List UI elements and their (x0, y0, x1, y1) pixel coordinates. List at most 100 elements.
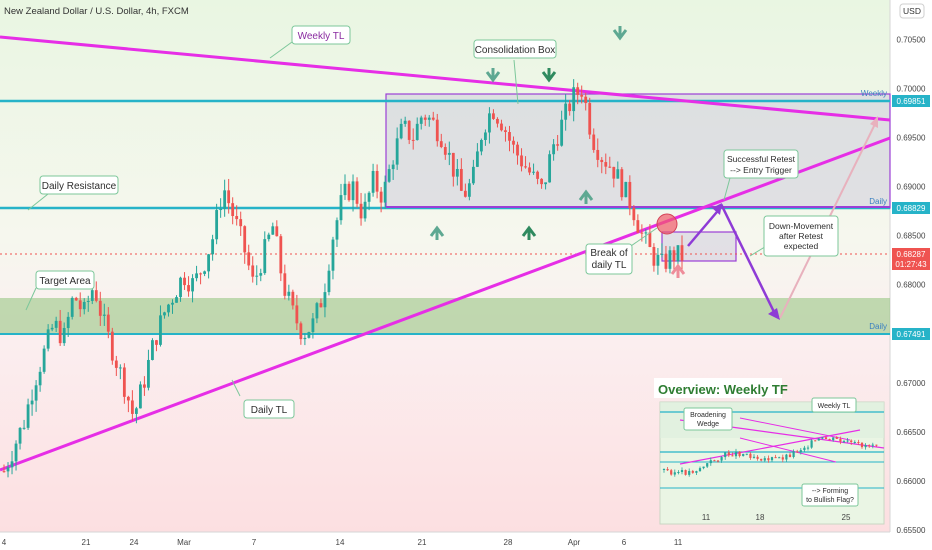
candle-body (496, 118, 499, 124)
inset-flag-1: --> Forming (812, 488, 848, 495)
candle-body (255, 275, 259, 277)
candle-body (379, 191, 383, 203)
callout-daily-tl: Daily TL (231, 379, 295, 419)
time-tick-label: Mar (177, 538, 191, 547)
candle-body (6, 467, 10, 472)
candle-body (86, 300, 90, 302)
candle-body (572, 87, 576, 112)
candle-body (295, 305, 299, 324)
candle-body (367, 192, 371, 202)
candle-body (411, 139, 415, 141)
candle-body (315, 303, 319, 319)
candle-body (524, 166, 527, 168)
arrow-down-icon (612, 26, 628, 41)
candle-body (451, 152, 455, 177)
candle-body (2, 471, 6, 473)
inset-candle-body (698, 468, 702, 472)
candle-body (672, 250, 676, 262)
inset-candle-body (720, 457, 723, 461)
inset-candle-body (680, 470, 684, 473)
candle-body (159, 315, 162, 345)
inset-flag-2: to Bullish Flag? (806, 497, 854, 504)
candle-body (171, 302, 174, 305)
inset-time-tick: 11 (702, 513, 711, 522)
candle-body (403, 120, 407, 124)
time-tick-label: 7 (252, 538, 257, 547)
arrow-up-icon (578, 189, 594, 204)
candle-body (303, 337, 307, 340)
inset-candle-body (868, 445, 871, 447)
inset-candle-body (691, 470, 694, 473)
candle-body (492, 113, 495, 119)
candle-body (660, 253, 664, 255)
candle-body (475, 151, 479, 167)
candle-body (399, 123, 403, 139)
inset-candle-body (677, 472, 680, 474)
candle-body (339, 195, 343, 221)
inset-candle-body (846, 440, 849, 442)
weekly-price-badge (892, 95, 930, 107)
candle-body (347, 183, 351, 201)
inset-candle-body (864, 445, 867, 448)
inset-candle-body (745, 453, 748, 455)
candle-body (74, 297, 78, 301)
candle-body (147, 359, 150, 388)
inset-candle-body (770, 457, 774, 461)
candle-body (219, 208, 223, 211)
time-tick-label: 24 (130, 538, 139, 547)
inset-candle-body (724, 452, 727, 458)
candle-body (363, 201, 367, 219)
candle-body (283, 273, 287, 296)
callout-down-movement: Down-Movement after Retest expected (749, 215, 839, 257)
candle-body (632, 208, 636, 221)
candle-body (311, 318, 315, 333)
inset-candle-body (875, 444, 878, 446)
time-tick-label: Apr (568, 538, 581, 547)
candle-body (14, 443, 18, 462)
price-tick-label: 0.68000 (897, 281, 926, 290)
inset-candle-body (709, 460, 712, 464)
candle-body (467, 183, 471, 197)
candle-body (435, 119, 439, 142)
time-tick-label: 6 (622, 538, 627, 547)
daily-low-price-badge (892, 328, 930, 340)
candle-body (10, 461, 14, 468)
inset-candle-body (763, 458, 766, 461)
candle-body (564, 103, 568, 120)
inset-candle-body (666, 468, 669, 471)
candle-body (30, 400, 34, 405)
last-price-text: 0.68287 (897, 250, 926, 259)
callout-weekly-tl: Weekly TL (269, 25, 351, 59)
inset-candle-body (778, 457, 781, 459)
candle-body (102, 314, 106, 316)
candle-body (134, 408, 138, 414)
inset-candle-body (734, 451, 738, 457)
time-tick-label: 14 (336, 538, 345, 547)
inset-candle-body (738, 451, 741, 457)
candle-body (419, 117, 423, 124)
inset-candle-body (662, 468, 666, 470)
inset-candle-body (785, 454, 788, 460)
candle-body (656, 254, 660, 266)
candle-body (331, 239, 335, 271)
daily-price-badge (892, 202, 930, 214)
inset-candle-body (835, 437, 838, 439)
candle-body (560, 119, 564, 146)
countdown-text: 01:27:43 (895, 260, 927, 269)
candle-body (199, 273, 202, 275)
candle-body (54, 320, 58, 328)
candle-body (636, 220, 640, 233)
break-label-1: Break of (590, 248, 627, 259)
candle-body (191, 278, 194, 292)
currency-label: USD (903, 6, 921, 16)
inset-candle-body (814, 440, 817, 442)
candle-body (291, 291, 295, 306)
currency-badge[interactable] (899, 3, 925, 19)
inset-candle-body (806, 447, 810, 449)
candle-body (139, 384, 142, 409)
inset-candle-body (774, 457, 777, 459)
candle-body (263, 239, 267, 274)
candle-body (98, 300, 102, 316)
candle-body (484, 132, 487, 140)
